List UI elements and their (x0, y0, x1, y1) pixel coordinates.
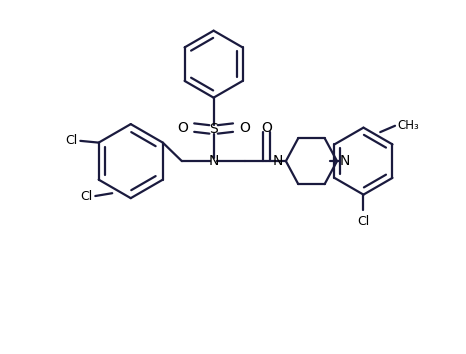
Text: N: N (208, 154, 219, 168)
Text: N: N (340, 154, 350, 168)
Text: S: S (209, 122, 218, 136)
Text: O: O (239, 121, 250, 135)
Text: Cl: Cl (65, 135, 77, 147)
Text: CH₃: CH₃ (398, 119, 419, 132)
Text: O: O (177, 121, 188, 135)
Text: N: N (273, 154, 283, 168)
Text: O: O (261, 121, 272, 135)
Text: Cl: Cl (357, 215, 370, 228)
Text: Cl: Cl (80, 189, 92, 202)
